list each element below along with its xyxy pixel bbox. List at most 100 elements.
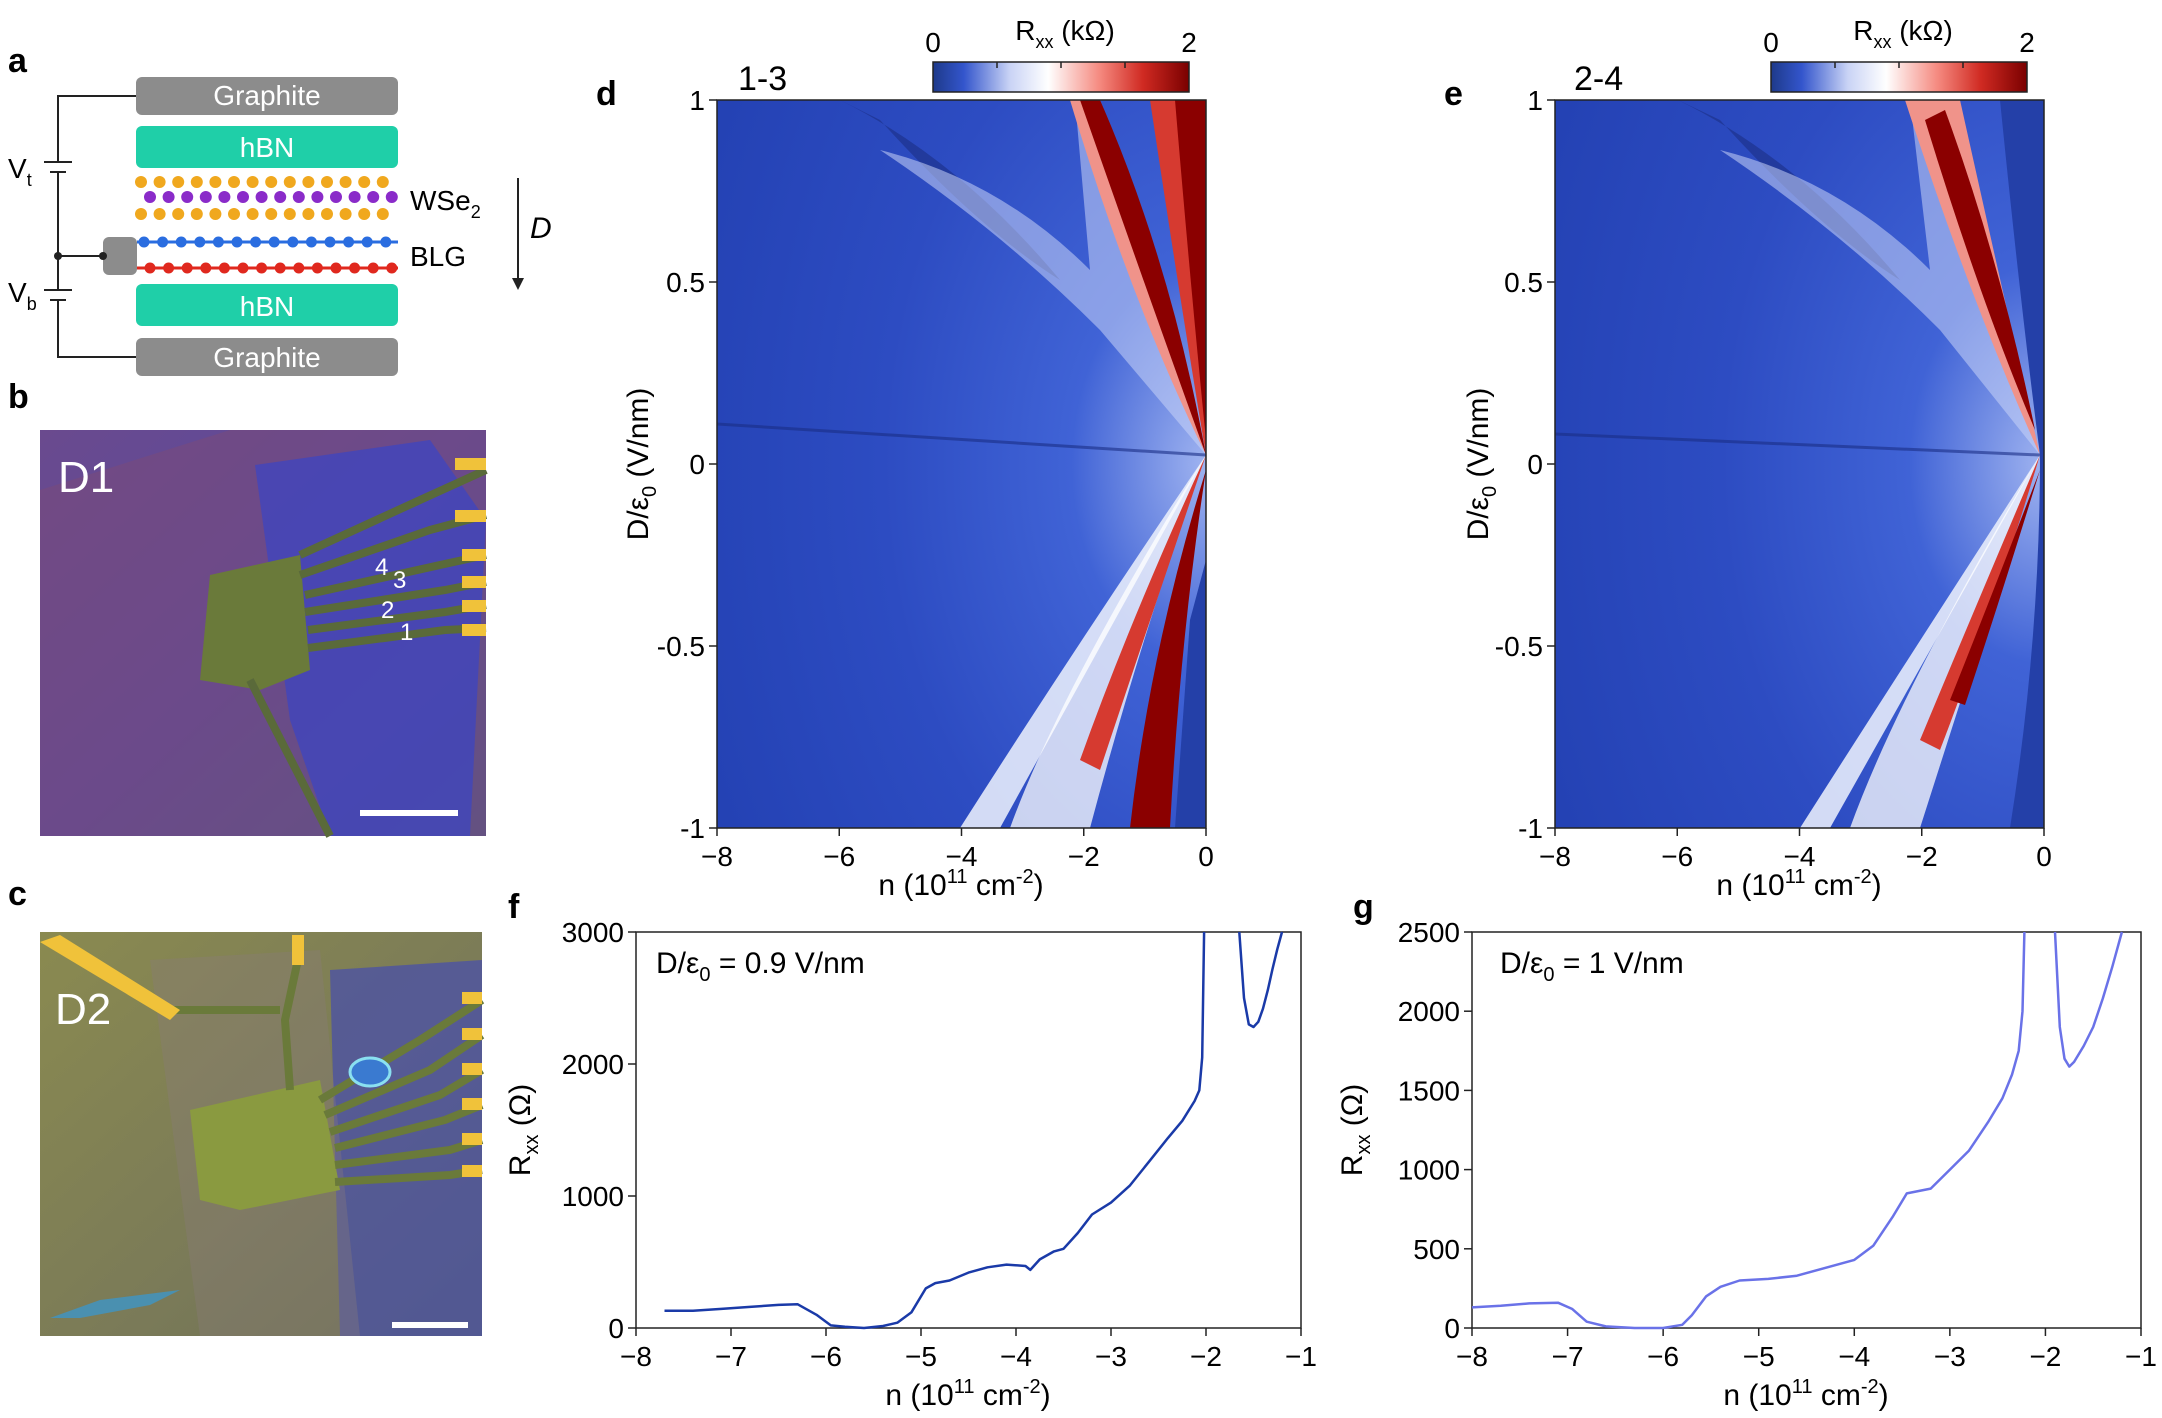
heatmap-d-lower-pale-lobe [1010,455,1206,828]
d1-contact-4: 4 [375,554,388,581]
heatmap-e-xtick-label: −2 [1906,841,1938,872]
se-atom [302,176,315,188]
blg-top-atom [380,236,392,248]
blg-label: BLG [410,241,466,272]
wse2-label: WSe2 [410,185,481,222]
lineplot-g-ytick-label: 1500 [1398,1075,1460,1106]
heatmap-d-xtick-label: −8 [701,841,733,872]
vb-label: Vb [8,277,37,314]
heatmap-d-lower-dark-red-band [1130,470,1206,828]
heatmap-e-xtick-label: −4 [1784,841,1816,872]
heatmap-e-ytick-label: -0.5 [1495,631,1543,662]
d2-bubble [348,1056,392,1088]
se-atom [358,176,371,188]
se-atom [283,208,296,220]
heatmap-e: 2-4 −8 −6 −4 −2 0 1 0.5 0 -0.5 -1 n (1011 cm-2) D… [1462,60,2052,902]
lineplot-f-ytick-label: 0 [608,1313,624,1344]
micrograph-d1: D1 4 3 2 1 [40,430,488,838]
lineplot-f-ytick-label: 2000 [562,1049,624,1080]
lineplot-f-series-line-0 [664,931,1206,1330]
d2-debris [50,1290,180,1318]
d1-contact-3: 3 [393,567,406,594]
se-atom [358,208,371,220]
heatmap-d-upper-dark-red-band [1080,100,1206,455]
lineplot-f-xtick-label: −2 [1190,1341,1222,1372]
d2-wse2-region [330,960,482,1336]
colorbar-e-max: 2 [2019,27,2035,58]
d1-label: D1 [58,453,114,502]
lineplot-g-xtick-label: −8 [1456,1341,1488,1372]
panel-label-a: a [8,42,28,80]
lineplot-f-xtick-label: −8 [620,1341,652,1372]
lineplot-g-frame [1471,931,2142,1329]
panel-label-g: g [1353,888,1374,926]
heatmap-e-lower-red-lobe [1920,455,2040,750]
blg-bottom-atom [237,262,249,274]
heatmap-d-lower-light-fan [960,455,1206,828]
heatmap-e-ytick-label: 0.5 [1504,267,1543,298]
heatmap-e-title: 2-4 [1574,60,1623,98]
blg-top-atom [194,236,206,248]
lineplot-g-ytick-label: 2000 [1398,996,1460,1027]
top-hbn-layer [136,126,398,168]
w-atom [255,191,268,203]
se-atom [283,176,296,188]
panel-label-f: f [508,888,520,926]
blg-top-atom [212,236,224,248]
lineplot-f-xtick-label: −7 [715,1341,747,1372]
d1-bottom-lead [246,678,334,838]
field-arrow-head [512,278,524,290]
w-atom [311,191,324,203]
lineplot-f: −8 −7 −6 −5 −4 −3 −2 −1 0 1000 2000 3000 D/ε0 = 0.9… [504,917,1317,1412]
heatmap-d-ytick-label: 0.5 [666,267,705,298]
lineplot-g-xtick-label: −1 [2125,1341,2157,1372]
panel-label-c: c [8,875,27,913]
heatmap-d-ytick-label: 0 [689,449,705,480]
heatmap-e-upper-red-lobe [1905,100,2040,455]
field-label: D [530,212,552,245]
d1-contact-1: 1 [400,619,413,646]
heatmap-d-ylabel: D/ε0 (V/nm) [622,388,661,541]
lineplot-f-xtick-label: −1 [1285,1341,1317,1372]
blg-bottom-atom [256,262,268,274]
lineplot-f-series-line-1 [1238,931,1284,1029]
heatmap-d-ytick-label: -0.5 [657,631,705,662]
blg-top-atom [361,236,373,248]
heatmap-e-ytick-label: 0 [1527,449,1543,480]
lineplot-f-xtick-label: −3 [1095,1341,1127,1372]
w-atom [292,191,305,203]
lineplot-f-annotation: D/ε0 = 0.9 V/nm [656,947,865,986]
lineplot-f-frame [635,931,1302,1329]
lineplot-g-ylabel: Rxx (Ω) [1336,1084,1375,1176]
heatmap-d-upper-red-lobe [1070,100,1206,455]
lineplot-g-series-line-0 [1471,931,2026,1330]
top-graphite-layer [136,77,398,115]
lineplot-g-xtick-label: −5 [1743,1341,1775,1372]
blg-bottom-atom [330,262,342,274]
lineplot-g-series-line-1 [2053,931,2124,1068]
d1-contact-2: 2 [381,597,394,624]
blg-bottom-atom [311,262,323,274]
d2-blg-hallbar [190,1080,340,1210]
vt-label: Vt [8,153,32,190]
se-atom [228,176,240,188]
bottom-hbn-label: hBN [240,291,294,322]
w-atom [162,191,175,203]
lineplot-g-xtick-label: −2 [2029,1341,2061,1372]
blg-bottom-atom [386,262,398,274]
lineplot-g-ytick-label: 0 [1444,1313,1460,1344]
panel-label-b: b [8,378,29,416]
circuit-node-contact [99,252,107,260]
gate-circuit [44,95,136,358]
lineplot-g-annotation: D/ε0 = 1 V/nm [1500,947,1684,986]
bottom-hbn-layer [136,284,398,326]
heatmap-e-xtick-label: −8 [1539,841,1571,872]
se-atom [135,176,147,188]
blg-bottom-atom [144,262,156,274]
heatmap-e-ytick-label: -1 [1518,813,1543,844]
lineplot-f-ytick-label: 1000 [562,1181,624,1212]
lineplot-g-xtick-label: −4 [1838,1341,1870,1372]
colorbar-e-label: Rxx (kΩ) [1853,15,1953,52]
se-atom [376,208,389,220]
